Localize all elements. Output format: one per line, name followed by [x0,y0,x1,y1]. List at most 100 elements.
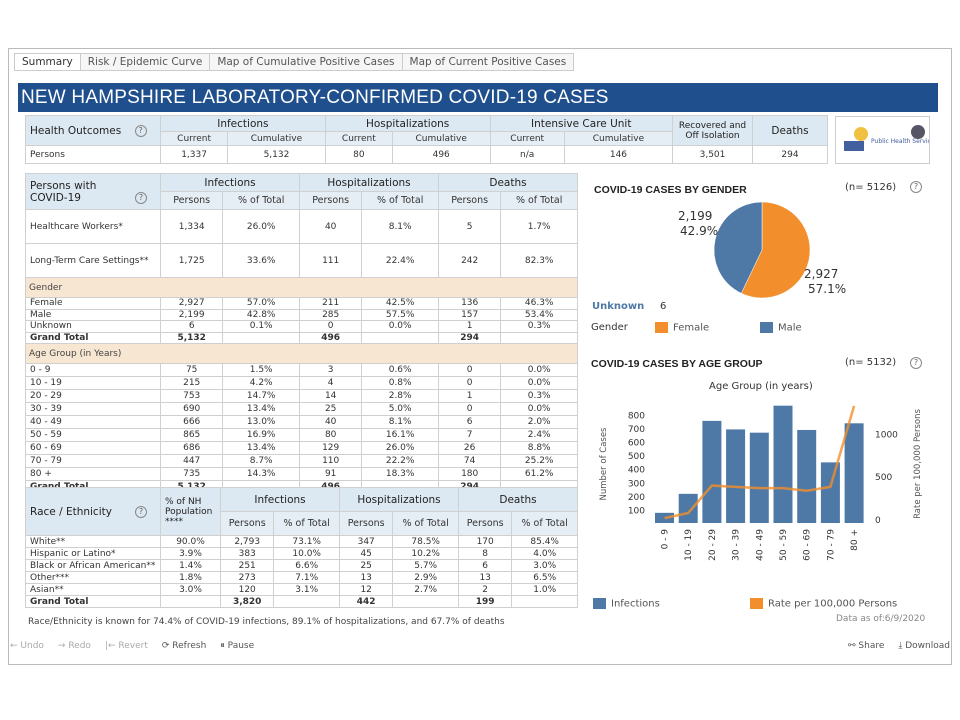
y-tick-label: 100 [628,506,645,516]
cell-value: 285 [298,308,363,321]
cell-value: 25 [298,402,363,416]
race-footnote: Race/Ethnicity is known for 74.4% of COV… [28,617,505,627]
cell-value: 10.0% [273,547,340,560]
cell-value [160,595,221,608]
tab-summary[interactable]: Summary [14,53,81,71]
tab-map-cumulative[interactable]: Map of Cumulative Positive Cases [210,53,403,71]
revert-button[interactable]: |← Revert [104,641,148,651]
pie-slice-male[interactable] [713,201,763,294]
cell-value: 25 [338,559,394,572]
bar-1019[interactable] [678,493,698,523]
redo-label: Redo [68,641,91,651]
help-icon[interactable]: ? [135,505,147,518]
tab-risk-epidemic-curve[interactable]: Risk / Epidemic Curve [80,53,211,71]
cell-value: 3.9% [160,547,221,560]
persons-with-covid-table: Persons with COVID-19? Infections Hospital… [25,173,579,494]
age-help-icon[interactable]: ? [910,357,922,369]
pie-slice-female[interactable] [740,201,811,299]
pop-header: % of NH Population **** [160,487,221,536]
cell-value: 22.2% [361,454,439,468]
female-pct-label: 57.1% [808,282,846,296]
undo-button[interactable]: ← Undo [10,641,44,651]
cell-value: 26.0% [361,441,439,455]
race-ethnicity-table: Race / Ethnicity?% of NH Population ****… [25,487,579,608]
cell-value: 273 [219,571,275,584]
bar-2029[interactable] [702,420,722,523]
cell-value: 25.2% [500,454,578,468]
row-label: 20 - 29 [25,389,161,403]
share-button[interactable]: ⚯ Share [848,641,884,651]
tab-map-current[interactable]: Map of Current Positive Cases [402,53,575,71]
share-icon: ⚯ [847,641,856,651]
bar-4049[interactable] [749,432,769,523]
cell-value [361,331,439,344]
legend-male: Male [760,322,802,334]
cell-value: 686 [159,441,224,455]
cell-value: 1.4% [160,559,221,572]
cell-value: 57.5% [361,308,439,321]
cell-value: 42.8% [222,308,300,321]
row-label: Asian** [25,583,161,596]
bar-3039[interactable] [726,429,746,523]
cell-value: 16.9% [222,428,300,442]
cell-value [500,331,578,344]
cell-value: 865 [159,428,224,442]
cell-value [222,331,300,344]
table-row: Black or African American** 1.4% 251 6.6% 25… [25,559,578,572]
cell-value: 1,725 [159,243,224,278]
cell-value: 211 [298,297,363,310]
pause-button[interactable]: ⏸ Pause [220,641,254,651]
race-subheader: Persons [457,511,513,536]
cell-value: 1.7% [500,209,578,244]
cell-value: 0 [437,363,502,377]
download-icon: ⤓ [898,641,903,651]
x-tick-label: 30 - 39 [732,529,742,561]
cell-value: 8.8% [500,441,578,455]
gender-help-icon[interactable]: ? [910,181,922,193]
race-subheader: % of Total [392,511,459,536]
cell-value: 1.0% [511,583,578,596]
y-tick-label: 300 [628,479,645,489]
cell-value [511,595,578,608]
table-row: 10 - 19 215 4.2% 4 0.8% 0 0.0% [25,376,578,390]
cell-value: 5 [437,209,502,244]
row-label: 80 + [25,467,161,481]
cell-value: 14 [298,389,363,403]
cell-value: 251 [219,559,275,572]
row-label: 30 - 39 [25,402,161,416]
bar-5059[interactable] [773,405,793,523]
icu-header: Intensive Care Unit [489,115,673,132]
persons-subheader: % of Total [500,191,578,210]
bar-6069[interactable] [797,429,817,523]
x-tick-label: 10 - 19 [684,529,694,561]
refresh-button[interactable]: ⟳ Refresh [162,641,206,651]
table-row: White** 90.0% 2,793 73.1% 347 78.5% 170 85.4% [25,535,578,548]
row-label: Other*** [25,571,161,584]
row-label: 10 - 19 [25,376,161,390]
refresh-icon: ⟳ [161,641,170,651]
help-icon[interactable]: ? [135,191,147,204]
row-label: Hispanic or Latino* [25,547,161,560]
cell-value: 13 [338,571,394,584]
download-button[interactable]: ⤓ Download [898,641,950,651]
cell-value: 215 [159,376,224,390]
row-label: Grand Total [25,331,161,344]
x-tick-label: 40 - 49 [755,529,765,561]
bar-7079[interactable] [820,462,840,523]
row-label: Female [25,297,161,310]
redo-button[interactable]: → Redo [57,641,91,651]
persons-row-label: Persons [25,145,161,164]
unknown-value: 6 [660,301,667,312]
table-row: 80 +735 14.3% 91 18.3% 180 61.2% [25,467,578,481]
help-icon[interactable]: ? [134,124,147,137]
undo-label: Undo [20,641,44,651]
svg-text:Public Health Services: Public Health Services [871,138,929,145]
rate-line[interactable] [664,405,856,520]
y-axis-label: Number of Cases [599,427,609,501]
x-tick-label: 50 - 59 [779,529,789,561]
cell-value: 0.1% [222,320,300,333]
cell-value: 85.4% [511,535,578,548]
cell-value: 2,927 [159,297,224,310]
bar-80[interactable] [844,423,864,523]
